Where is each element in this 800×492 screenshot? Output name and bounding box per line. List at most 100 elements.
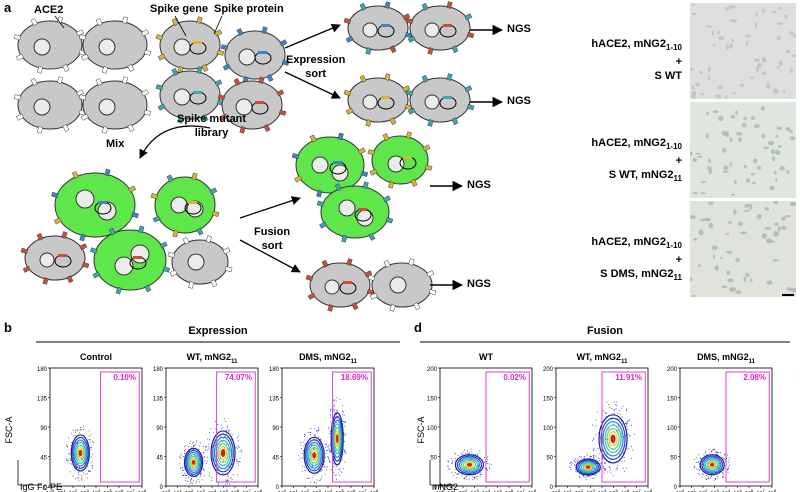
spike-glyph [62, 124, 70, 132]
cell-speck [711, 245, 718, 251]
spike-glyph [233, 78, 241, 86]
spike-cell [224, 30, 286, 80]
unfused-cell [171, 239, 229, 285]
cell-speck [691, 12, 696, 16]
x-tick-label: 107 [242, 488, 251, 492]
spike-glyph [95, 78, 103, 86]
spike-glyph [20, 247, 29, 255]
spike-glyph [115, 286, 122, 295]
spike-glyph [81, 53, 89, 61]
cell-speck [754, 22, 758, 29]
y-tick-label: 180 [269, 367, 280, 373]
spike-glyph [279, 39, 288, 47]
spike-glyph [143, 49, 152, 56]
cell-speck [706, 25, 712, 28]
spike-glyph [177, 116, 184, 124]
spike-glyph [56, 76, 64, 84]
cell-speck [790, 201, 796, 205]
cell-speck [695, 152, 701, 155]
x-tick-label: 102 [301, 488, 310, 492]
spike-glyph [210, 279, 218, 288]
cell-speck [769, 185, 775, 191]
cell-speck [745, 272, 750, 277]
spike-glyph [389, 117, 397, 126]
spike-glyph [359, 2, 367, 11]
x-tick-label: 100 [162, 488, 171, 492]
spike-glyph [263, 124, 271, 132]
cell-speck [730, 39, 735, 42]
spike-glyph [405, 89, 414, 97]
x-tick-label: 107 [516, 488, 525, 492]
cell-speck [692, 157, 697, 162]
expression-high-cell [347, 5, 409, 51]
micrograph-label-line2: S WT [654, 70, 683, 83]
arrow-expression-high [284, 23, 341, 49]
cell-speck [760, 106, 766, 111]
spike-cell [221, 80, 283, 130]
spike-glyph [382, 195, 391, 203]
spike-glyph [51, 191, 59, 199]
x-tick-label: 103 [196, 488, 205, 492]
spike-glyph [121, 76, 129, 84]
fused-cell [93, 229, 167, 291]
spike-glyph [101, 126, 109, 134]
fused-cell [154, 176, 216, 234]
spike-glyph [131, 211, 139, 219]
cell-speck [751, 181, 756, 185]
cell-speck [738, 136, 742, 143]
y-tick-label: 45 [156, 456, 163, 462]
cell-speck [694, 82, 700, 87]
x-tick-label: 104 [482, 488, 491, 492]
y-tick-label: 90 [272, 426, 279, 432]
spike-glyph [316, 200, 325, 207]
y-tick-label: 150 [667, 397, 678, 403]
flow-cytometry-plots: ExpressionFusionControl18013590450100101… [4, 325, 790, 492]
x-tick-label: 101 [173, 488, 182, 492]
flow-plot-title: WT, mNG211 [577, 352, 629, 365]
cell-speck [771, 155, 776, 162]
cell-speck [708, 201, 714, 205]
y-tick-label: 50 [670, 456, 677, 462]
spike-glyph [182, 236, 190, 245]
cell-speck [728, 220, 732, 225]
y-tick-label: 150 [427, 397, 438, 403]
ace2-label: ACE2 [34, 4, 64, 16]
cell-speck [700, 180, 707, 184]
cell-speck [753, 58, 761, 62]
spike-glyph [407, 107, 416, 115]
cell-speck [784, 14, 788, 19]
cell-speck [765, 83, 771, 89]
spike-glyph [128, 185, 137, 193]
cell-speck [728, 5, 736, 9]
spike-glyph [104, 168, 111, 177]
cell-speck [780, 225, 787, 230]
spike-mutant-library-label: Spike mutant library [177, 113, 247, 139]
x-tick-label: 103 [312, 488, 321, 492]
x-tick-label: 105 [103, 488, 112, 492]
spike-glyph [13, 34, 22, 41]
spike-glyph [426, 270, 435, 278]
spike-glyph [157, 103, 166, 111]
cell-speck [776, 35, 781, 41]
cell-speck [725, 6, 730, 11]
cell-speck [745, 34, 752, 38]
cell-speck [712, 30, 715, 36]
cell-speck [718, 36, 725, 41]
spike-glyph [451, 45, 459, 54]
cell-speck [750, 76, 755, 79]
spike-glyph [144, 284, 152, 293]
spike-glyph [214, 79, 223, 87]
spike-glyph [357, 147, 366, 155]
cell-speck [722, 170, 729, 173]
flow-plot-title: WT [479, 352, 493, 362]
cell-speck [778, 60, 783, 67]
x-tick-label: 106 [621, 488, 630, 492]
spike-glyph [81, 113, 89, 121]
x-tick-label: 101 [289, 488, 298, 492]
cell-speck [699, 70, 703, 74]
x-tick-label: 108 [370, 488, 379, 492]
micrograph-label: hACE2, mNG21-10 + S WT [591, 38, 683, 83]
spike-glyph [81, 261, 90, 269]
spike-glyph [239, 126, 246, 134]
spike-glyph [382, 133, 390, 141]
